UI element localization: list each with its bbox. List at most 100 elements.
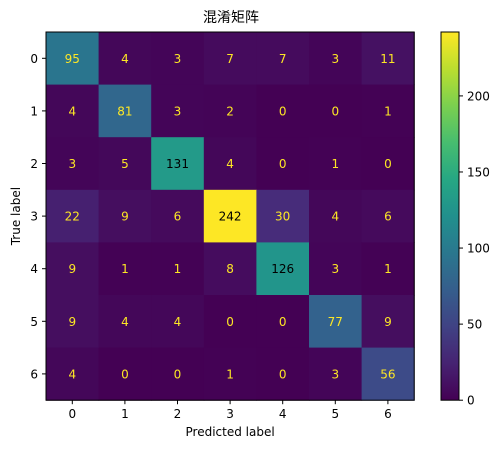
heatmap-cell: [46, 242, 100, 296]
x-axis-ticks: 0 1 2 3 4 5 6: [68, 400, 392, 421]
heatmap-cell: [203, 347, 257, 401]
cell-value-label: 3: [174, 52, 182, 66]
cell-value-label: 1: [384, 262, 392, 276]
cell-value-label: 7: [279, 52, 287, 66]
cell-value-label: 4: [331, 210, 339, 224]
heatmap-cell: [46, 137, 100, 191]
heatmap-cell: [256, 137, 310, 191]
heatmap-cell: [151, 137, 205, 191]
x-tick-label: 1: [121, 407, 129, 421]
cell-value-label: 0: [279, 315, 287, 329]
colorbar-tick-label: 100: [467, 242, 490, 256]
y-tick-label: 6: [30, 367, 38, 381]
cell-value-label: 5: [121, 157, 129, 171]
cell-value-label: 9: [121, 210, 129, 224]
x-tick-label: 6: [384, 407, 392, 421]
colorbar: [440, 31, 460, 401]
x-axis-label: Predicted label: [186, 425, 275, 439]
cell-value-label: 77: [328, 315, 343, 329]
cell-value-label: 1: [384, 104, 392, 118]
heatmap-cell: [256, 295, 310, 349]
colorbar-ticks: 0 50 100 150 200: [459, 89, 490, 408]
cell-value-label: 6: [174, 210, 182, 224]
cell-value-label: 2: [226, 104, 234, 118]
cell-value-label: 0: [384, 157, 392, 171]
heatmap-cell: [256, 242, 310, 296]
y-tick-label: 4: [30, 262, 38, 276]
heatmap-cell: [309, 347, 363, 401]
cell-value-label: 4: [68, 104, 76, 118]
cell-value-label: 1: [331, 157, 339, 171]
cell-value-label: 9: [68, 315, 76, 329]
heatmap-cell: [151, 347, 205, 401]
cell-value-label: 1: [226, 367, 234, 381]
heatmap-cell: [309, 137, 363, 191]
heatmap-cell: [203, 295, 257, 349]
heatmap-cell: [256, 189, 310, 243]
heatmap-cell: [203, 137, 257, 191]
cell-value-label: 9: [384, 315, 392, 329]
x-tick-label: 2: [174, 407, 182, 421]
cell-value-label: 9: [68, 262, 76, 276]
heatmap-cell: [309, 295, 363, 349]
cell-value-label: 0: [121, 367, 129, 381]
heatmap-cell: [256, 347, 310, 401]
cell-value-label: 56: [380, 367, 395, 381]
y-tick-label: 0: [30, 52, 38, 66]
cell-value-label: 3: [174, 104, 182, 118]
cell-value-label: 3: [331, 52, 339, 66]
colorbar-tick-label: 50: [467, 318, 482, 332]
y-tick-label: 2: [30, 157, 38, 171]
heatmap-cell: [361, 32, 415, 86]
cell-value-label: 0: [279, 157, 287, 171]
heatmap-cell: [203, 189, 257, 243]
heatmap-cell: [256, 32, 310, 86]
cell-value-label: 8: [226, 262, 234, 276]
cell-value-label: 95: [65, 52, 80, 66]
heatmap-cell: [98, 347, 152, 401]
heatmap-cell: [361, 137, 415, 191]
heatmap-cell: [203, 242, 257, 296]
cell-value-label: 3: [331, 262, 339, 276]
colorbar-tick-label: 0: [467, 394, 475, 408]
heatmap-cell: [46, 347, 100, 401]
cell-value-label: 7: [226, 52, 234, 66]
heatmap-cell: [151, 32, 205, 86]
heatmap-cell: [151, 189, 205, 243]
heatmap-cell: [98, 32, 152, 86]
heatmap-cell: [256, 84, 310, 138]
heatmap-cell: [98, 295, 152, 349]
cell-value-label: 242: [219, 210, 242, 224]
heatmap-cell: [361, 347, 415, 401]
cell-value-label: 4: [68, 367, 76, 381]
heatmap-cell: [309, 189, 363, 243]
cell-value-label: 11: [380, 52, 395, 66]
cell-value-label: 81: [117, 104, 132, 118]
heatmap-cell: [151, 295, 205, 349]
heatmap-cell: [151, 242, 205, 296]
cell-value-label: 4: [226, 157, 234, 171]
heatmap-cell: [309, 84, 363, 138]
y-axis-ticks: 0 1 2 3 4 5 6: [30, 52, 46, 381]
heatmap-cell: [46, 32, 100, 86]
heatmap-cell: [98, 189, 152, 243]
x-tick-label: 4: [279, 407, 287, 421]
chart-title: 混淆矩阵: [203, 10, 259, 26]
cell-value-label: 0: [279, 367, 287, 381]
colorbar-tick-label: 200: [467, 89, 490, 103]
heatmap-cell: [46, 295, 100, 349]
heatmap-cell: [98, 242, 152, 296]
colorbar-tick-label: 150: [467, 165, 490, 179]
heatmap-cell: [309, 242, 363, 296]
y-tick-label: 3: [30, 210, 38, 224]
heatmap-cell: [361, 295, 415, 349]
heatmap-cell: [46, 189, 100, 243]
cell-value-label: 22: [65, 210, 80, 224]
cell-value-label: 1: [174, 262, 182, 276]
heatmap-cell: [361, 242, 415, 296]
cell-value-label: 4: [174, 315, 182, 329]
cell-value-label: 1: [121, 262, 129, 276]
cell-value-label: 0: [174, 367, 182, 381]
cell-value-label: 4: [121, 315, 129, 329]
